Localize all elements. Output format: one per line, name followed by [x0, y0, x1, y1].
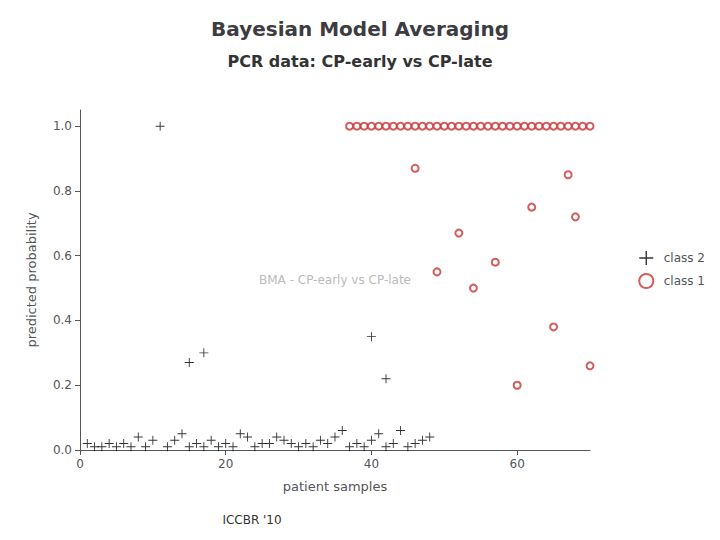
svg-text:0.2: 0.2: [53, 378, 72, 392]
svg-text:patient samples: patient samples: [283, 479, 388, 494]
svg-text:Bayesian Model Averaging: Bayesian Model Averaging: [211, 17, 509, 41]
svg-text:class 1: class 1: [664, 274, 705, 288]
svg-text:0.0: 0.0: [53, 443, 72, 457]
svg-text:0.8: 0.8: [53, 184, 72, 198]
svg-text:1.0: 1.0: [53, 119, 72, 133]
svg-text:BMA - CP-early vs CP-late: BMA - CP-early vs CP-late: [259, 273, 411, 287]
svg-text:ICCBR '10: ICCBR '10: [222, 513, 281, 527]
svg-text:60: 60: [510, 457, 525, 471]
svg-text:40: 40: [364, 457, 379, 471]
svg-text:class 2: class 2: [664, 251, 705, 265]
svg-text:0.4: 0.4: [53, 313, 72, 327]
svg-text:PCR data: CP-early vs CP-late: PCR data: CP-early vs CP-late: [227, 52, 492, 71]
svg-text:0.6: 0.6: [53, 249, 72, 263]
svg-text:0: 0: [76, 457, 84, 471]
svg-text:20: 20: [218, 457, 233, 471]
svg-text:predicted probability: predicted probability: [24, 212, 39, 347]
